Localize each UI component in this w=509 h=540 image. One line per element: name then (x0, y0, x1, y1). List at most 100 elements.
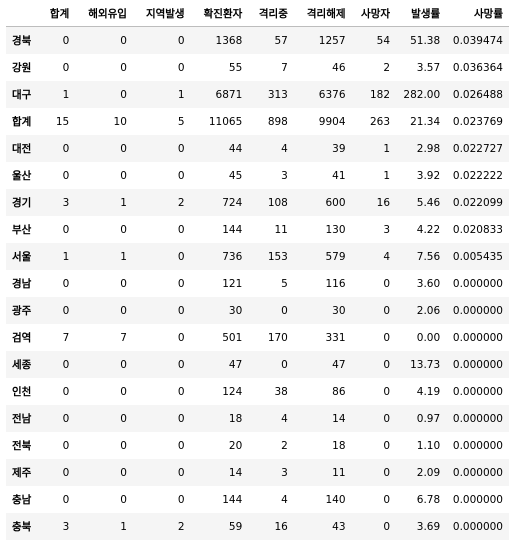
cell-confirmed: 30 (191, 297, 249, 324)
cell-confirmed: 47 (191, 351, 249, 378)
cell-incidence: 282.00 (396, 81, 446, 108)
cell-local: 0 (133, 216, 191, 243)
cell-incidence: 13.73 (396, 351, 446, 378)
cell-incidence: 3.69 (396, 513, 446, 540)
cell-incidence: 3.57 (396, 54, 446, 81)
cell-incidence: 0.97 (396, 405, 446, 432)
cell-isolated: 0 (248, 351, 294, 378)
cell-death-rate: 0.023769 (446, 108, 509, 135)
cell-local: 0 (133, 405, 191, 432)
cell-total: 1 (38, 243, 75, 270)
cell-confirmed: 11065 (191, 108, 249, 135)
cell-released: 39 (294, 135, 352, 162)
cell-local: 0 (133, 378, 191, 405)
cell-incidence: 3.92 (396, 162, 446, 189)
cell-local: 2 (133, 189, 191, 216)
cell-released: 331 (294, 324, 352, 351)
cell-incidence: 5.46 (396, 189, 446, 216)
cell-death-rate: 0.005435 (446, 243, 509, 270)
cell-isolated: 7 (248, 54, 294, 81)
cell-total: 0 (38, 54, 75, 81)
cell-released: 41 (294, 162, 352, 189)
cell-deaths: 4 (352, 243, 396, 270)
cell-released: 116 (294, 270, 352, 297)
cell-total: 3 (38, 513, 75, 540)
cell-deaths: 0 (352, 351, 396, 378)
column-header-imported: 해외유입 (75, 2, 133, 27)
cell-isolated: 313 (248, 81, 294, 108)
row-index-label: 강원 (6, 54, 38, 81)
cell-released: 30 (294, 297, 352, 324)
cell-confirmed: 44 (191, 135, 249, 162)
cell-confirmed: 6871 (191, 81, 249, 108)
cell-death-rate: 0.039474 (446, 27, 509, 55)
cell-deaths: 0 (352, 324, 396, 351)
cell-confirmed: 14 (191, 459, 249, 486)
cell-local: 0 (133, 243, 191, 270)
cell-imported: 0 (75, 216, 133, 243)
row-index-label: 인천 (6, 378, 38, 405)
cell-death-rate: 0.000000 (446, 513, 509, 540)
row-index-label: 경북 (6, 27, 38, 55)
cell-death-rate: 0.000000 (446, 432, 509, 459)
row-index-label: 울산 (6, 162, 38, 189)
cell-local: 0 (133, 27, 191, 55)
cell-released: 46 (294, 54, 352, 81)
cell-isolated: 3 (248, 459, 294, 486)
cell-total: 0 (38, 405, 75, 432)
cell-death-rate: 0.000000 (446, 270, 509, 297)
cell-death-rate: 0.000000 (446, 297, 509, 324)
cell-isolated: 4 (248, 486, 294, 513)
cell-incidence: 2.09 (396, 459, 446, 486)
cell-isolated: 11 (248, 216, 294, 243)
row-index-label: 합계 (6, 108, 38, 135)
column-header-death-rate: 사망률 (446, 2, 509, 27)
cell-isolated: 4 (248, 135, 294, 162)
row-index-label: 세종 (6, 351, 38, 378)
column-header-released: 격리해제 (294, 2, 352, 27)
cell-total: 0 (38, 459, 75, 486)
cell-incidence: 2.06 (396, 297, 446, 324)
cell-deaths: 263 (352, 108, 396, 135)
cell-confirmed: 18 (191, 405, 249, 432)
cell-total: 0 (38, 351, 75, 378)
cell-released: 43 (294, 513, 352, 540)
cell-imported: 0 (75, 270, 133, 297)
row-index-label: 대구 (6, 81, 38, 108)
cell-imported: 1 (75, 189, 133, 216)
cell-incidence: 6.78 (396, 486, 446, 513)
cell-deaths: 3 (352, 216, 396, 243)
cell-released: 11 (294, 459, 352, 486)
cell-imported: 0 (75, 459, 133, 486)
row-index-label: 부산 (6, 216, 38, 243)
cell-total: 0 (38, 297, 75, 324)
cell-incidence: 4.22 (396, 216, 446, 243)
cell-incidence: 7.56 (396, 243, 446, 270)
cell-isolated: 57 (248, 27, 294, 55)
row-index-label: 대전 (6, 135, 38, 162)
cell-deaths: 0 (352, 378, 396, 405)
cell-local: 0 (133, 270, 191, 297)
cell-imported: 0 (75, 162, 133, 189)
row-index-label: 서울 (6, 243, 38, 270)
cell-death-rate: 0.000000 (446, 351, 509, 378)
cell-isolated: 2 (248, 432, 294, 459)
cell-isolated: 0 (248, 297, 294, 324)
cell-death-rate: 0.022727 (446, 135, 509, 162)
cell-isolated: 5 (248, 270, 294, 297)
column-header-total: 합계 (38, 2, 75, 27)
cell-released: 130 (294, 216, 352, 243)
cell-total: 0 (38, 135, 75, 162)
cell-death-rate: 0.000000 (446, 459, 509, 486)
row-index-label: 경기 (6, 189, 38, 216)
cell-local: 0 (133, 54, 191, 81)
cell-total: 0 (38, 378, 75, 405)
cell-confirmed: 1368 (191, 27, 249, 55)
cell-isolated: 170 (248, 324, 294, 351)
header-row: 합계 해외유입 지역발생 확진환자 격리중 격리해제 사망자 발생률 사망률 (6, 2, 509, 27)
